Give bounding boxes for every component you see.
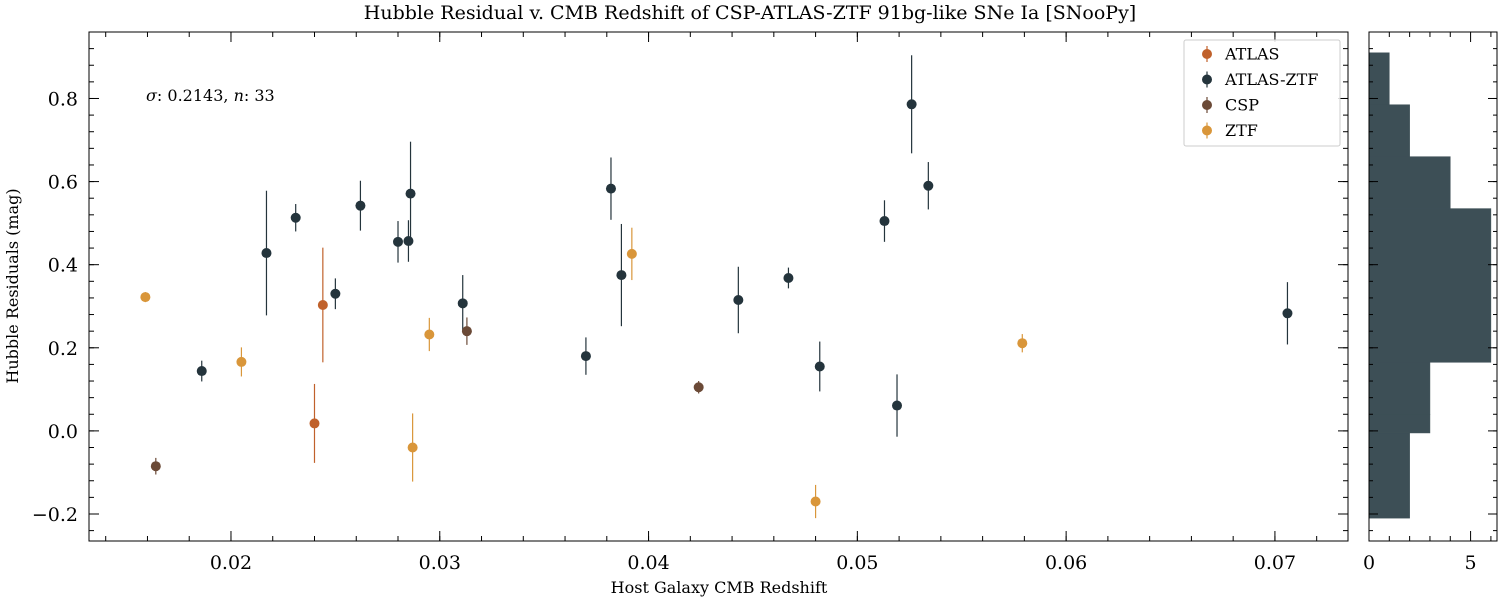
hist-x-tick-label: 5: [1465, 552, 1477, 574]
y-tick-label: −0.2: [32, 504, 78, 526]
data-point: [580, 351, 591, 362]
histogram-bar: [1368, 414, 1431, 434]
y-tick-label: 0.6: [48, 172, 78, 194]
histogram-bar: [1368, 52, 1390, 105]
sigma-value: : 0.2143,: [157, 86, 234, 105]
hist-frame: [1368, 31, 1498, 542]
x-tick-label: 0.04: [627, 552, 669, 574]
data-point: [290, 212, 301, 223]
chart-title: Hubble Residual v. CMB Redshift of CSP-A…: [364, 2, 1136, 24]
legend-point-marker: [1202, 49, 1212, 59]
y-tick-label: 0.2: [48, 338, 78, 360]
data-point: [150, 461, 161, 472]
data-point: [733, 295, 744, 306]
data-point: [892, 400, 903, 411]
data-point: [879, 216, 890, 227]
histogram-bar: [1368, 104, 1410, 157]
stats-annotation: σ: 0.2143, n: 33: [146, 86, 275, 105]
x-tick-label: 0.03: [419, 552, 461, 574]
histogram-bar: [1368, 432, 1410, 519]
series-atlas: [309, 247, 328, 463]
legend-label: ATLAS: [1224, 45, 1280, 64]
sigma-symbol: σ: [146, 86, 158, 105]
data-point: [424, 329, 435, 340]
data-point: [309, 418, 320, 429]
x-tick-label: 0.07: [1254, 552, 1296, 574]
data-point: [626, 248, 637, 259]
legend-label: ATLAS-ZTF: [1224, 70, 1318, 89]
data-point: [1017, 338, 1028, 349]
legend-item-atlas: ATLAS: [1202, 45, 1280, 64]
series-csp: [150, 317, 704, 475]
y-tick-label: 0.8: [48, 88, 78, 110]
y-tick-label: 0.0: [48, 421, 78, 443]
legend-label: CSP: [1225, 96, 1259, 115]
data-point: [261, 248, 272, 259]
histogram-bar: [1368, 362, 1431, 415]
n-symbol: n: [234, 86, 244, 105]
data-point: [814, 361, 825, 372]
data-point: [405, 188, 416, 199]
data-point: [605, 183, 616, 194]
data-point: [196, 366, 207, 377]
hist-x-tick-label: 0: [1363, 552, 1375, 574]
n-value: : 33: [244, 86, 275, 105]
series-atlas-ztf: [196, 55, 1293, 437]
legend-label: ZTF: [1225, 121, 1258, 140]
series-ztf: [140, 227, 1028, 519]
histogram-bar: [1368, 156, 1451, 209]
data-point: [317, 299, 328, 310]
plot-frame: [88, 31, 1349, 542]
data-point: [461, 326, 472, 337]
data-point: [403, 236, 414, 247]
legend: ATLAS ATLAS-ZTF CSP ZTF: [1183, 39, 1341, 147]
legend-item-atlas-ztf: ATLAS-ZTF: [1202, 70, 1318, 89]
data-point: [393, 236, 404, 247]
data-point: [616, 270, 627, 281]
data-point: [923, 180, 934, 191]
x-tick-label: 0.05: [836, 552, 878, 574]
y-tick-label: 0.4: [48, 255, 78, 277]
x-axis-label: Host Galaxy CMB Redshift: [611, 578, 828, 597]
legend-point-marker: [1202, 100, 1212, 110]
histogram-bar: [1368, 208, 1492, 363]
data-point: [236, 356, 247, 367]
legend-item-csp: CSP: [1202, 96, 1259, 115]
data-point: [355, 200, 366, 211]
legend-item-ztf: ZTF: [1202, 121, 1258, 140]
data-point: [810, 496, 821, 507]
data-point: [330, 288, 341, 299]
x-tick-label: 0.02: [210, 552, 252, 574]
data-point: [906, 99, 917, 110]
data-point: [407, 442, 418, 453]
data-point: [140, 292, 151, 303]
data-point: [1282, 308, 1293, 319]
data-point: [457, 298, 468, 309]
scatter-plot: 0.02 0.03 0.04 0.05 0.06 0.07 −0.2 0.0 0.2 0.4 0.6…: [32, 31, 1349, 574]
legend-point-marker: [1202, 125, 1212, 136]
data-point: [693, 382, 704, 393]
x-tick-label: 0.06: [1045, 552, 1087, 574]
y-axis-label: Hubble Residuals (mag): [3, 188, 22, 383]
data-point: [783, 272, 794, 283]
legend-box: [1183, 39, 1341, 147]
legend-point-marker: [1202, 74, 1212, 85]
